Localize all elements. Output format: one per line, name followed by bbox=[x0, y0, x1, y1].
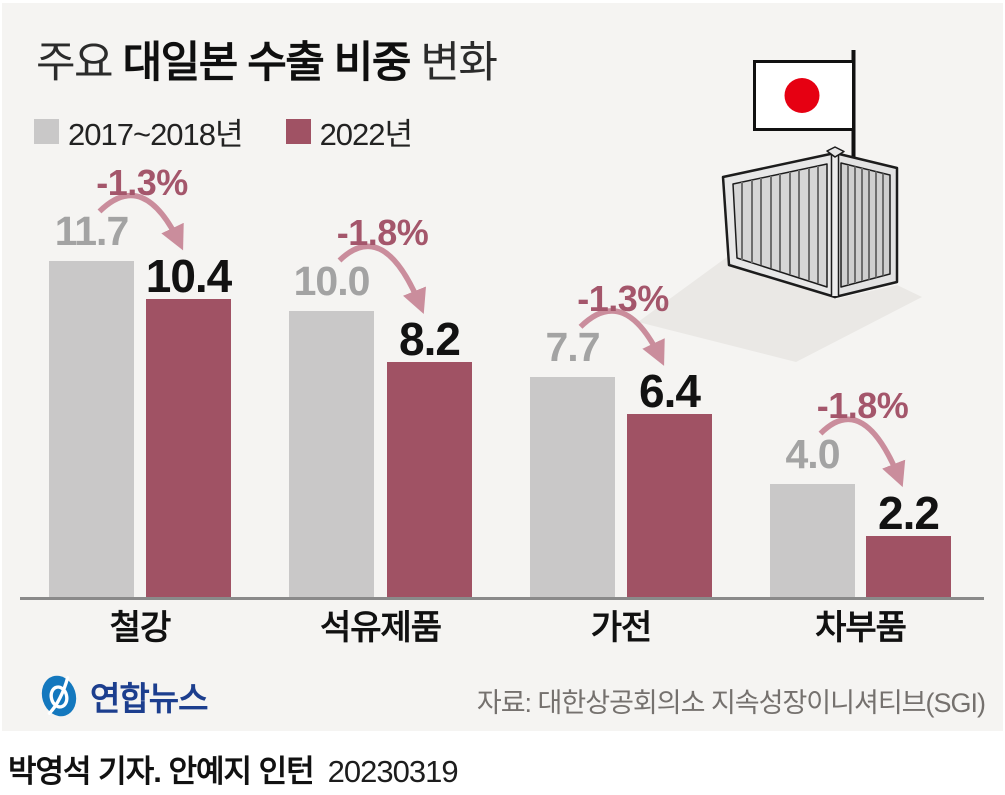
bar-prev-가전 bbox=[530, 376, 615, 599]
bar-2022-석유제품 bbox=[387, 362, 472, 599]
value-label-2022-석유제품: 8.2 bbox=[399, 313, 461, 366]
byline-names: 박영석 기자. 안예지 인턴 bbox=[8, 754, 315, 789]
value-label-prev-가전: 7.7 bbox=[545, 323, 601, 370]
legend-item-2017-2018: 2017~2018년 bbox=[34, 109, 244, 154]
value-label-prev-석유제품: 10.0 bbox=[293, 257, 371, 304]
value-label-2022-철강: 10.4 bbox=[145, 249, 233, 302]
yonhap-logo: 연합뉴스 bbox=[36, 672, 208, 720]
category-label-석유제품: 석유제품 bbox=[319, 609, 442, 647]
legend-swatch-2017-2018 bbox=[34, 119, 59, 144]
value-label-2022-가전: 6.4 bbox=[639, 365, 701, 418]
byline-date: 20230319 bbox=[327, 754, 459, 789]
legend-label-2022: 2022년 bbox=[319, 117, 413, 152]
value-label-prev-철강: 11.7 bbox=[54, 208, 130, 255]
change-label-차부품: -1.8% bbox=[816, 384, 909, 426]
bar-prev-철강 bbox=[49, 261, 134, 599]
legend-item-2022: 2022년 bbox=[285, 109, 413, 154]
bar-2022-철강 bbox=[146, 298, 231, 599]
category-label-차부품: 차부품 bbox=[815, 609, 907, 647]
change-label-가전: -1.3% bbox=[577, 277, 669, 319]
byline: 박영석 기자. 안예지 인턴 20230319 bbox=[8, 746, 459, 791]
source-text: 자료: 대한상공회의소 지속성장이니셔티브(SGI) bbox=[476, 688, 986, 718]
category-label-철강: 철강 bbox=[109, 609, 172, 647]
bar-prev-석유제품 bbox=[289, 310, 374, 599]
yonhap-logo-icon bbox=[41, 675, 77, 717]
title-suffix: 변화 bbox=[409, 39, 498, 87]
title-emphasis: 대일본 수출 비중 bbox=[122, 39, 412, 87]
yonhap-logo-text: 연합뉴스 bbox=[90, 680, 208, 717]
bar-prev-차부품 bbox=[770, 483, 855, 599]
legend-label-2017-2018: 2017~2018년 bbox=[68, 117, 244, 152]
change-label-철강: -1.3% bbox=[96, 162, 188, 204]
chart-legend: 2017~2018년 2022년 bbox=[34, 109, 413, 154]
page-title: 주요 대일본 수출 비중 변화 bbox=[36, 28, 498, 90]
value-label-prev-차부품: 4.0 bbox=[785, 430, 841, 477]
legend-swatch-2022 bbox=[285, 119, 311, 144]
x-axis-line bbox=[20, 597, 984, 600]
bar-2022-차부품 bbox=[866, 535, 951, 599]
title-prefix: 주요 bbox=[36, 39, 123, 87]
bar-2022-가전 bbox=[627, 414, 712, 599]
category-label-가전: 가전 bbox=[590, 609, 653, 647]
value-label-2022-차부품: 2.2 bbox=[878, 486, 940, 539]
change-label-석유제품: -1.8% bbox=[336, 211, 429, 253]
